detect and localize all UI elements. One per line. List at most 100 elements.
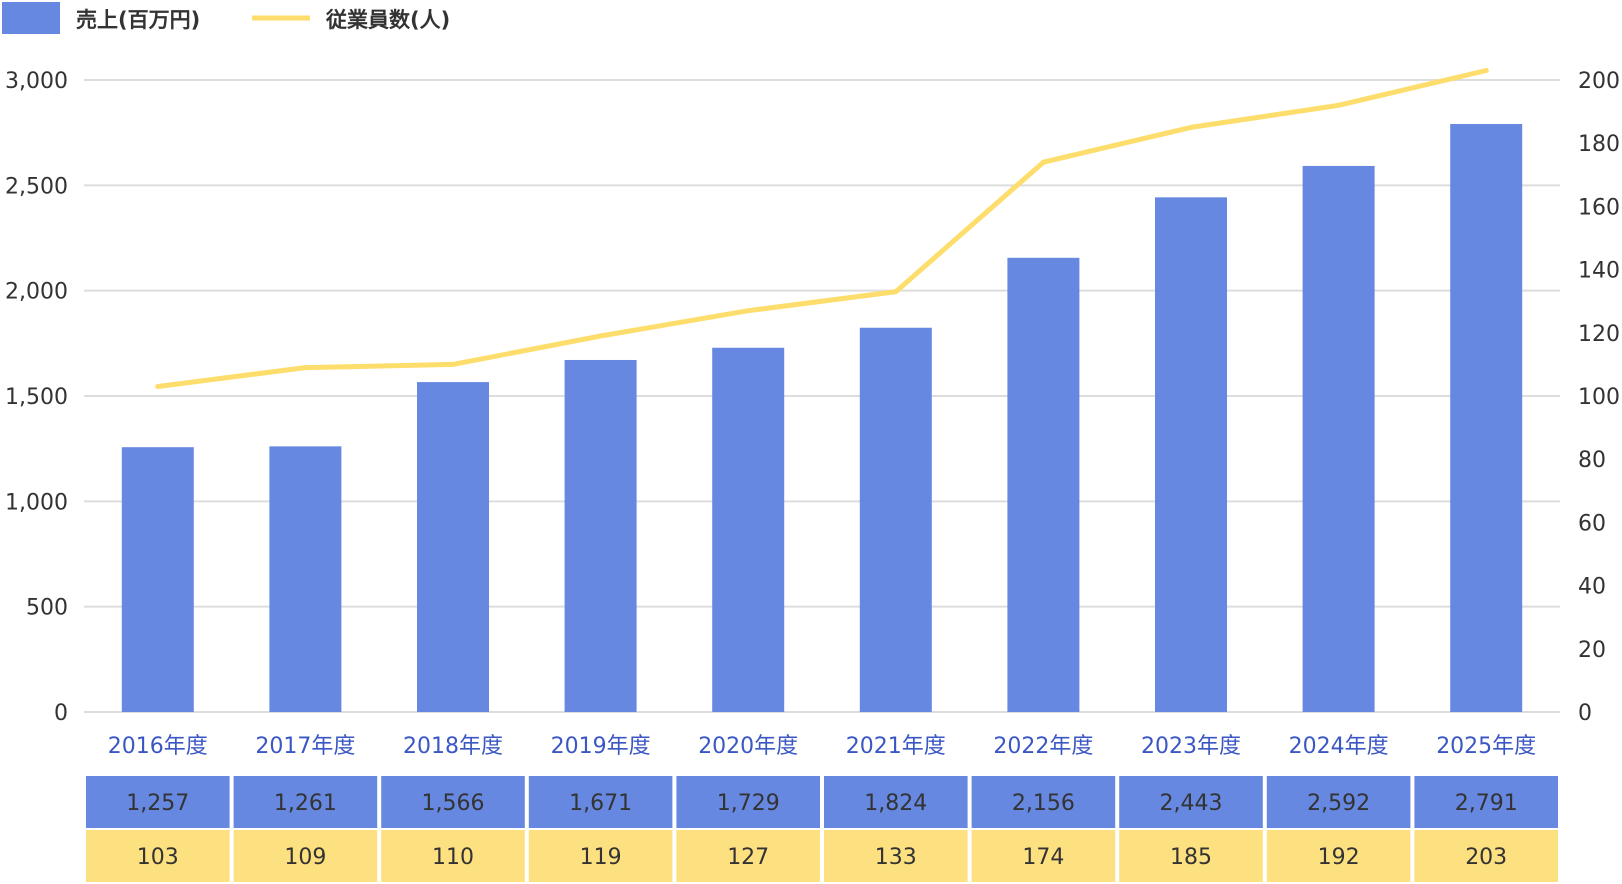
table-cell-value: 2,791 bbox=[1455, 791, 1518, 816]
right-axis: 0 20 40 60 80 100 120 140 160 180 200 bbox=[1578, 69, 1620, 726]
table-cell bbox=[528, 776, 673, 828]
table-cell bbox=[1119, 830, 1263, 882]
employee-line bbox=[155, 68, 1489, 389]
category-label: 2025年度 bbox=[1436, 734, 1536, 759]
category-label: 2020年度 bbox=[698, 734, 798, 759]
table-cell bbox=[233, 776, 378, 828]
table-cell-value: 119 bbox=[580, 845, 622, 870]
line-point bbox=[1336, 102, 1342, 108]
table-cell-value: 2,156 bbox=[1012, 791, 1075, 816]
table-cell bbox=[971, 830, 1116, 882]
bar bbox=[1007, 257, 1080, 712]
table-cell-value: 1,257 bbox=[126, 791, 189, 816]
right-tick-label: 120 bbox=[1578, 322, 1620, 347]
left-tick-label: 2,500 bbox=[5, 174, 68, 199]
right-tick-label: 100 bbox=[1578, 385, 1620, 410]
line-point bbox=[1188, 124, 1194, 130]
table-cell-value: 127 bbox=[727, 845, 769, 870]
table-cell bbox=[86, 776, 230, 828]
category-label: 2023年度 bbox=[1141, 734, 1241, 759]
table-cell-value: 1,566 bbox=[422, 791, 485, 816]
legend-label-sales: 売上(百万円) bbox=[76, 8, 200, 32]
right-tick-label: 40 bbox=[1578, 575, 1606, 600]
category-label: 2021年度 bbox=[846, 734, 946, 759]
table-cell-value: 133 bbox=[875, 845, 917, 870]
category-label: 2022年度 bbox=[993, 734, 1093, 759]
data-table: 1,257 1,261 1,566 1,671 1,729 1,824 2,156 2,443… bbox=[86, 776, 1558, 882]
table-cell bbox=[676, 830, 820, 882]
table-cell-value: 192 bbox=[1318, 845, 1360, 870]
table-cell bbox=[528, 830, 673, 882]
table-cell-value: 2,443 bbox=[1160, 791, 1223, 816]
left-tick-label: 0 bbox=[54, 701, 68, 726]
table-cell bbox=[1266, 776, 1411, 828]
left-tick-label: 3,000 bbox=[5, 69, 68, 94]
line-point bbox=[302, 365, 308, 371]
category-label: 2024年度 bbox=[1289, 734, 1389, 759]
table-cell-value: 174 bbox=[1022, 845, 1064, 870]
left-tick-label: 1,500 bbox=[5, 385, 68, 410]
table-cell-value: 103 bbox=[137, 845, 179, 870]
bar bbox=[1155, 197, 1227, 713]
line-point bbox=[1040, 159, 1046, 165]
table-cell-value: 1,261 bbox=[274, 791, 337, 816]
legend: 売上(百万円) 従業員数(人) bbox=[2, 2, 450, 34]
right-tick-label: 20 bbox=[1578, 638, 1606, 663]
bar bbox=[417, 382, 489, 712]
table-cell-value: 1,824 bbox=[864, 791, 927, 816]
line-point bbox=[155, 384, 161, 390]
left-tick-label: 2,000 bbox=[5, 280, 68, 305]
left-axis: 0 500 1,000 1,500 2,000 2,500 3,000 bbox=[5, 69, 68, 726]
table-cell bbox=[971, 776, 1116, 828]
table-cell-value: 185 bbox=[1170, 845, 1212, 870]
bar bbox=[712, 347, 785, 712]
category-labels: 2016年度 2017年度 2018年度 2019年度 2020年度 2021年度 2022… bbox=[108, 734, 1536, 759]
right-tick-label: 60 bbox=[1578, 511, 1606, 536]
table-cell bbox=[86, 830, 230, 882]
table-cell-value: 2,592 bbox=[1307, 791, 1370, 816]
table-cell bbox=[676, 776, 820, 828]
bar-series bbox=[121, 124, 1523, 713]
table-cell bbox=[824, 776, 968, 828]
table-cell-value: 203 bbox=[1465, 845, 1507, 870]
table-cell bbox=[1414, 776, 1558, 828]
category-label: 2016年度 bbox=[108, 734, 208, 759]
legend-swatch-bar bbox=[2, 2, 60, 34]
bar bbox=[121, 447, 194, 712]
table-cell bbox=[824, 830, 968, 882]
bar bbox=[859, 327, 932, 712]
bar bbox=[564, 359, 637, 712]
legend-label-employees: 従業員数(人) bbox=[325, 8, 450, 32]
table-cell-value: 1,671 bbox=[569, 791, 632, 816]
right-tick-label: 80 bbox=[1578, 448, 1606, 473]
line-point bbox=[1483, 68, 1489, 74]
right-tick-label: 160 bbox=[1578, 195, 1620, 220]
table-cell-value: 1,729 bbox=[717, 791, 780, 816]
line-series bbox=[155, 68, 1489, 390]
bar bbox=[1302, 165, 1375, 712]
left-tick-label: 500 bbox=[26, 596, 68, 621]
table-cell bbox=[1266, 830, 1411, 882]
line-point bbox=[893, 289, 899, 295]
table-cell-value: 109 bbox=[284, 845, 326, 870]
category-label: 2018年度 bbox=[403, 734, 503, 759]
line-point bbox=[598, 333, 604, 339]
table-cell-value: 110 bbox=[432, 845, 474, 870]
line-point bbox=[745, 308, 751, 314]
left-tick-label: 1,000 bbox=[5, 490, 68, 515]
bar bbox=[269, 446, 342, 712]
table-cell bbox=[1414, 830, 1558, 882]
right-tick-label: 200 bbox=[1578, 69, 1620, 94]
right-tick-label: 0 bbox=[1578, 701, 1592, 726]
right-tick-label: 140 bbox=[1578, 259, 1620, 284]
table-cell bbox=[381, 776, 525, 828]
line-point bbox=[450, 361, 456, 367]
category-label: 2019年度 bbox=[551, 734, 651, 759]
bar bbox=[1450, 124, 1523, 712]
category-label: 2017年度 bbox=[255, 734, 355, 759]
right-tick-label: 180 bbox=[1578, 132, 1620, 157]
table-cell bbox=[1119, 776, 1263, 828]
table-cell bbox=[233, 830, 378, 882]
table-cell bbox=[381, 830, 525, 882]
